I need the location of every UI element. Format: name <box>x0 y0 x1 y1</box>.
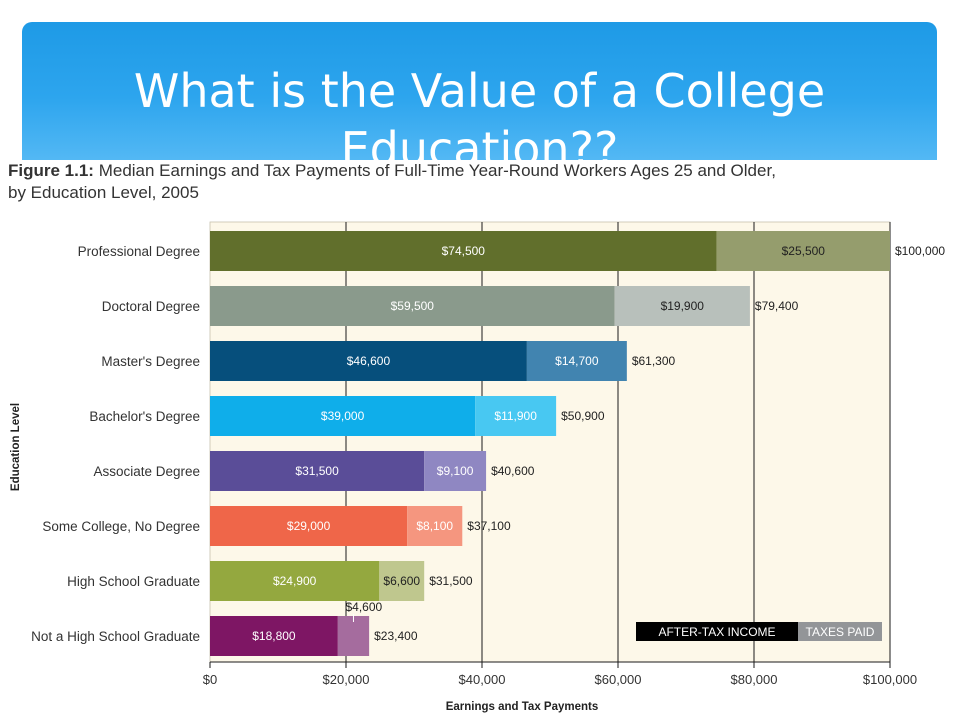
x-axis-title: Earnings and Tax Payments <box>446 701 599 713</box>
category-label: Associate Degree <box>93 464 200 479</box>
data-label-income: $31,500 <box>295 464 339 478</box>
bar-taxes-paid <box>526 341 627 381</box>
data-label-income: $59,500 <box>391 299 435 313</box>
data-label-income: $29,000 <box>287 519 331 533</box>
data-label-total: $23,400 <box>374 629 418 643</box>
bar-after-tax-income <box>210 561 380 601</box>
data-label-tax: $6,600 <box>383 574 420 588</box>
data-label-total: $31,500 <box>429 574 473 588</box>
data-label-total: $79,400 <box>755 299 799 313</box>
data-label-total: $61,300 <box>632 354 676 368</box>
figure-label: Figure 1.1: <box>8 161 94 180</box>
category-label: Bachelor's Degree <box>89 409 200 424</box>
bar-taxes-paid <box>407 506 463 546</box>
data-label-income: $24,900 <box>273 574 317 588</box>
category-label: Professional Degree <box>78 244 200 259</box>
data-label-total: $50,900 <box>561 409 605 423</box>
figure-title: Figure 1.1: Median Earnings and Tax Paym… <box>8 160 908 204</box>
bar-after-tax-income <box>210 341 527 381</box>
legend-label-income: AFTER-TAX INCOME <box>658 625 775 639</box>
slide-title-line1: What is the Value of a College <box>133 64 826 118</box>
slide-title: What is the Value of a College Education… <box>22 62 937 178</box>
data-label-income: $46,600 <box>347 354 391 368</box>
legend-swatch-income <box>636 622 798 641</box>
category-label: High School Graduate <box>67 574 200 589</box>
data-label-total: $100,000 <box>895 244 945 258</box>
data-label-tax: $4,600 <box>345 600 382 614</box>
data-label-tax: $11,900 <box>494 409 537 423</box>
bar-taxes-paid <box>337 616 370 656</box>
bar-taxes-paid <box>379 561 425 601</box>
bar-after-tax-income <box>210 506 408 546</box>
x-tick-label: $20,000 <box>323 672 370 687</box>
x-tick-label: $60,000 <box>595 672 642 687</box>
legend-label-tax: TAXES PAID <box>806 625 875 639</box>
data-label-income: $18,800 <box>252 629 296 643</box>
bar-taxes-paid <box>424 451 487 491</box>
bar-taxes-paid <box>614 286 750 326</box>
legend-swatch-tax <box>798 622 882 641</box>
bar-taxes-paid <box>475 396 557 436</box>
bar-after-tax-income <box>210 396 476 436</box>
slide-title-banner: What is the Value of a College Education… <box>22 22 937 176</box>
data-label-total: $37,100 <box>467 519 511 533</box>
bar-after-tax-income <box>210 286 615 326</box>
figure-title-text: Median Earnings and Tax Payments of Full… <box>98 161 776 180</box>
slide-title-line2: Education?? <box>340 122 619 176</box>
bar-after-tax-income <box>210 231 717 271</box>
bar-taxes-paid <box>716 231 890 271</box>
figure-title-line2: by Education Level, 2005 <box>8 183 199 202</box>
x-tick-label: $100,000 <box>863 672 917 687</box>
data-label-tax: $19,900 <box>661 299 705 313</box>
data-label-tax: $8,100 <box>416 519 453 533</box>
x-tick-label: $40,000 <box>459 672 506 687</box>
category-label: Master's Degree <box>101 354 200 369</box>
data-label-tax: $14,700 <box>555 354 599 368</box>
y-axis-title: Education Level <box>10 403 22 491</box>
data-label-income: $74,500 <box>442 244 486 258</box>
bar-after-tax-income <box>210 616 338 656</box>
category-label: Doctoral Degree <box>102 299 200 314</box>
data-label-tax: $9,100 <box>437 464 474 478</box>
x-tick-label: $80,000 <box>731 672 778 687</box>
data-label-income: $39,000 <box>321 409 365 423</box>
data-label-tax: $25,500 <box>782 244 826 258</box>
bar-after-tax-income <box>210 451 425 491</box>
data-label-total: $40,600 <box>491 464 535 478</box>
category-label: Some College, No Degree <box>42 519 200 534</box>
category-label: Not a High School Graduate <box>31 629 200 644</box>
x-tick-label: $0 <box>203 672 217 687</box>
